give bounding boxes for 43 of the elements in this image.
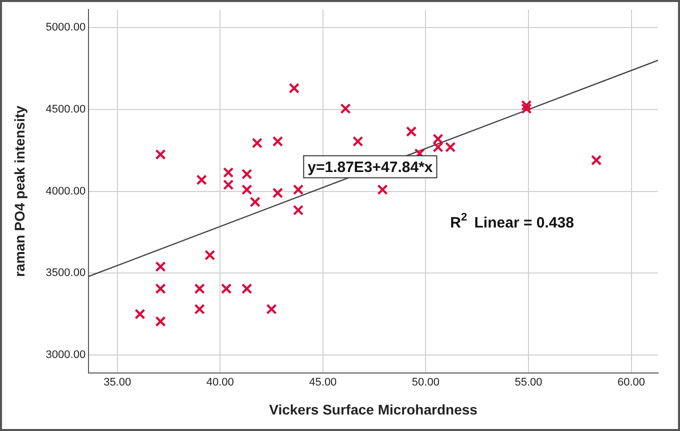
point bbox=[220, 283, 232, 294]
y-axis-title: raman PO4 peak intensity bbox=[11, 106, 28, 277]
point bbox=[242, 168, 252, 180]
point bbox=[242, 184, 252, 196]
y-tick-label: 4000.00 bbox=[46, 185, 86, 198]
point bbox=[340, 103, 351, 114]
point bbox=[406, 126, 417, 137]
point bbox=[352, 136, 364, 147]
y-tick-label: 3500.00 bbox=[46, 267, 86, 280]
point bbox=[521, 100, 532, 111]
point bbox=[590, 154, 602, 166]
point bbox=[155, 283, 166, 294]
point bbox=[250, 196, 260, 208]
point bbox=[134, 308, 146, 320]
point bbox=[252, 138, 262, 148]
x-tick-label: 55.00 bbox=[514, 376, 542, 389]
x-tick-label: 45.00 bbox=[309, 376, 337, 389]
point bbox=[288, 82, 300, 94]
point bbox=[242, 283, 252, 294]
x-axis-title: Vickers Surface Microhardness bbox=[269, 401, 478, 418]
point bbox=[521, 103, 532, 114]
point bbox=[272, 188, 284, 198]
point bbox=[194, 283, 205, 294]
point bbox=[292, 184, 304, 196]
y-tick-label: 4500.00 bbox=[46, 103, 86, 116]
point bbox=[155, 316, 166, 327]
x-tick-label: 50.00 bbox=[412, 376, 440, 389]
point bbox=[266, 304, 277, 314]
point bbox=[194, 304, 205, 314]
point bbox=[445, 142, 456, 152]
point bbox=[196, 174, 207, 186]
x-tick-label: 40.00 bbox=[206, 376, 234, 389]
x-tick-label: 60.00 bbox=[618, 376, 646, 389]
point bbox=[204, 250, 216, 260]
point bbox=[155, 261, 166, 272]
point bbox=[272, 136, 284, 147]
point bbox=[155, 149, 166, 160]
point bbox=[377, 184, 388, 196]
point bbox=[292, 204, 304, 216]
annotation: y=1.87E3+47.84*x bbox=[308, 158, 434, 176]
x-tick-label: 35.00 bbox=[104, 376, 132, 389]
y-tick-label: 5000.00 bbox=[46, 22, 86, 34]
y-tick-label: 3000.00 bbox=[46, 349, 86, 362]
